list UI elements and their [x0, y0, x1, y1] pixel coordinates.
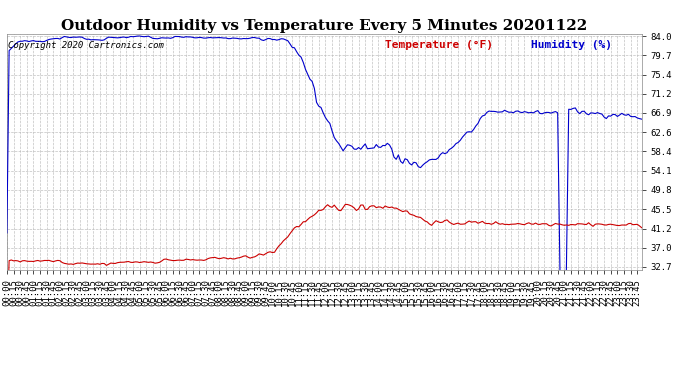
Text: Temperature (°F): Temperature (°F): [384, 40, 493, 50]
Title: Outdoor Humidity vs Temperature Every 5 Minutes 20201122: Outdoor Humidity vs Temperature Every 5 …: [61, 19, 587, 33]
Text: Copyright 2020 Cartronics.com: Copyright 2020 Cartronics.com: [8, 41, 164, 50]
Text: Humidity (%): Humidity (%): [531, 40, 611, 50]
